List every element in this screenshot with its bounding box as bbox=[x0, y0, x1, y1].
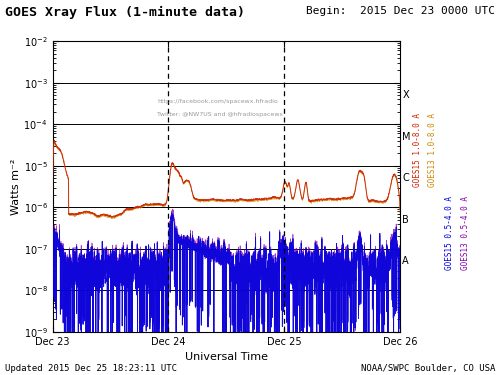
Text: GOES13 1.0-8.0 A: GOES13 1.0-8.0 A bbox=[428, 113, 437, 187]
Text: M: M bbox=[402, 132, 411, 142]
Text: A: A bbox=[402, 256, 409, 266]
Text: NOAA/SWPC Boulder, CO USA: NOAA/SWPC Boulder, CO USA bbox=[360, 364, 495, 373]
Text: Updated 2015 Dec 25 18:23:11 UTC: Updated 2015 Dec 25 18:23:11 UTC bbox=[5, 364, 177, 373]
Text: GOES15 1.0-8.0 A: GOES15 1.0-8.0 A bbox=[413, 113, 422, 187]
Text: Begin:  2015 Dec 23 0000 UTC: Begin: 2015 Dec 23 0000 UTC bbox=[306, 6, 495, 16]
Text: X: X bbox=[402, 90, 409, 100]
Text: Twitter: @NW7US and @hfradiospacews: Twitter: @NW7US and @hfradiospacews bbox=[157, 112, 283, 117]
Text: https://facebook.com/spacewx.hfradio: https://facebook.com/spacewx.hfradio bbox=[157, 99, 278, 104]
Text: C: C bbox=[402, 173, 409, 183]
Y-axis label: Watts m⁻²: Watts m⁻² bbox=[10, 158, 20, 215]
Text: GOES Xray Flux (1-minute data): GOES Xray Flux (1-minute data) bbox=[5, 6, 245, 19]
X-axis label: Universal Time: Universal Time bbox=[184, 352, 268, 362]
Text: B: B bbox=[402, 215, 409, 225]
Text: GOES13 0.5-4.0 A: GOES13 0.5-4.0 A bbox=[460, 195, 469, 270]
Text: GOES15 0.5-4.0 A: GOES15 0.5-4.0 A bbox=[446, 195, 454, 270]
